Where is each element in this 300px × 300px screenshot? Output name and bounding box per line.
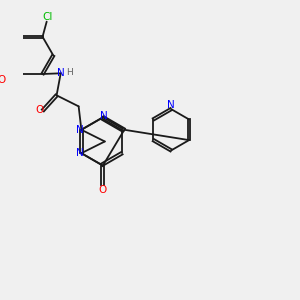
- Text: O: O: [35, 106, 44, 116]
- Text: Cl: Cl: [42, 12, 52, 22]
- Text: N: N: [100, 111, 108, 121]
- Text: O: O: [99, 185, 107, 195]
- Text: H: H: [66, 68, 73, 77]
- Text: N: N: [57, 68, 64, 78]
- Text: O: O: [0, 74, 5, 85]
- Text: N: N: [167, 100, 175, 110]
- Text: N: N: [76, 148, 84, 158]
- Text: N: N: [76, 125, 84, 135]
